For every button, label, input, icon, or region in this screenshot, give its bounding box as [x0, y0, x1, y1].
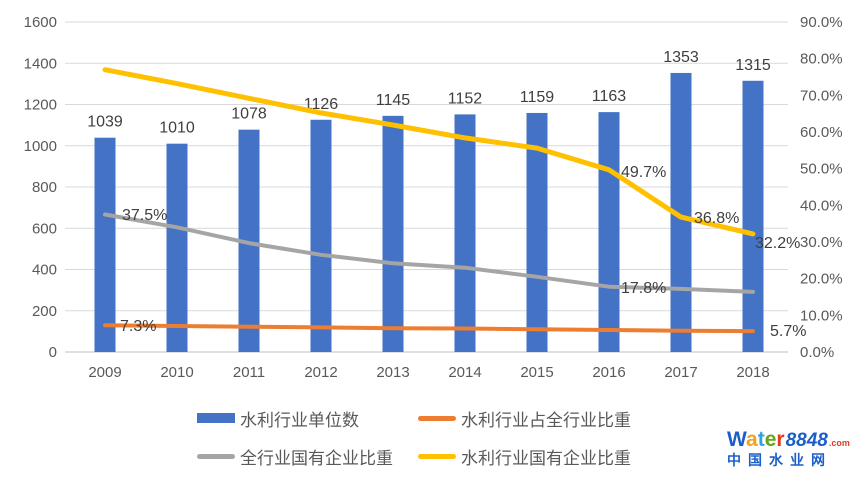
bar-2016 [598, 112, 620, 352]
left-axis-tick: 200 [32, 303, 57, 320]
x-axis-label: 2013 [376, 364, 409, 381]
point-label: 5.7% [770, 323, 806, 340]
right-axis-tick: 40.0% [800, 197, 843, 214]
right-axis-tick: 20.0% [800, 271, 843, 288]
left-axis-tick: 600 [32, 220, 57, 237]
line-series-2 [102, 67, 756, 237]
legend-item-bar-units: 水利行业单位数 [197, 407, 359, 430]
bar-value-label: 1126 [304, 96, 339, 113]
point-label: 37.5% [122, 207, 167, 224]
point-label: 17.8% [621, 280, 666, 297]
x-axis-label: 2015 [520, 364, 553, 381]
bar-2014 [454, 114, 476, 353]
brand-letter: r [776, 428, 785, 451]
brand-letters: Water [727, 429, 785, 450]
x-axis-label: 2014 [448, 364, 481, 381]
point-label: 32.2% [755, 235, 800, 252]
right-axis-tick: 80.0% [800, 51, 843, 68]
right-axis-tick: 70.0% [800, 87, 843, 104]
left-axis-tick: 1600 [24, 14, 57, 31]
left-axis-tick: 0 [49, 344, 57, 361]
bar-2015 [526, 112, 548, 352]
right-axis-tick: 60.0% [800, 124, 843, 141]
bar-value-label: 1152 [448, 90, 483, 107]
left-axis-tick: 1400 [24, 55, 57, 72]
x-axis-label: 2016 [592, 364, 625, 381]
legend-item-soe-share-water: 水利行业国有企业比重 [418, 445, 631, 468]
bar-value-label: 1010 [159, 120, 195, 137]
brand-tld: .com [828, 438, 850, 448]
combo-chart-canvas: 1600 1400 1200 1000 800 600 400 200 0 90.0% 80.0% 7… [24, 14, 843, 381]
legend-label: 全行业国有企业比重 [240, 448, 393, 468]
brand-number: 8848 [785, 430, 828, 451]
legend-orange-line-swatch [418, 415, 456, 421]
legend-label: 水利行业单位数 [240, 410, 359, 430]
bar-2017 [670, 72, 692, 352]
legend-bar-swatch [197, 413, 235, 423]
legend-label: 水利行业占全行业比重 [461, 410, 631, 430]
legend-label: 水利行业国有企业比重 [461, 448, 631, 468]
x-axis-label: 2017 [664, 364, 697, 381]
bar-value-label: 1078 [231, 106, 267, 123]
bar-value-label: 1039 [87, 114, 123, 131]
line-series-1 [103, 212, 755, 294]
bar-2013 [382, 115, 404, 352]
bar-2011 [238, 129, 260, 352]
x-axis-label: 2009 [88, 364, 121, 381]
bar-value-label: 1315 [735, 57, 771, 74]
bar-2010 [166, 143, 188, 352]
brand-letter: t [757, 428, 765, 451]
bar-value-label: 1145 [376, 92, 411, 109]
x-axis-label: 2012 [304, 364, 337, 381]
point-label: 7.3% [120, 318, 156, 335]
right-axis-tick: 30.0% [800, 234, 843, 251]
brand-wordmark: Water 8848 .com [727, 429, 859, 450]
left-axis-tick: 1000 [24, 138, 57, 155]
x-axis-label: 2011 [233, 364, 265, 381]
water8848-logo: Water 8848 .com 中国水业网 [727, 429, 859, 467]
brand-letter: a [746, 428, 758, 451]
legend-item-industry-share: 水利行业占全行业比重 [418, 407, 631, 430]
bar-value-label: 1163 [592, 88, 627, 105]
legend-yellow-line-swatch [418, 453, 456, 459]
right-axis-tick: 0.0% [800, 344, 834, 361]
brand-letter: e [764, 428, 777, 451]
bar-2018 [742, 80, 764, 352]
bar-2012 [310, 119, 332, 352]
legend-gray-line-swatch [197, 453, 235, 459]
bar-2009 [94, 137, 116, 352]
brand-subtitle: 中国水业网 [727, 452, 832, 468]
line-series-0 [103, 323, 755, 334]
x-axis-label: 2010 [160, 364, 193, 381]
right-axis-tick: 10.0% [800, 307, 843, 324]
right-axis-tick: 50.0% [800, 161, 843, 178]
left-axis-tick: 800 [32, 179, 57, 196]
x-axis-label: 2018 [736, 364, 769, 381]
point-label: 36.8% [694, 210, 739, 227]
legend-item-soe-share-all: 全行业国有企业比重 [197, 445, 393, 468]
point-label: 49.7% [621, 164, 666, 181]
left-axis-tick: 400 [32, 262, 57, 279]
bar-value-label: 1159 [520, 89, 555, 106]
right-axis-tick: 90.0% [800, 14, 843, 31]
bar-value-label: 1353 [663, 49, 699, 66]
brand-letter: W [727, 428, 747, 451]
left-axis-tick: 1200 [24, 97, 57, 114]
